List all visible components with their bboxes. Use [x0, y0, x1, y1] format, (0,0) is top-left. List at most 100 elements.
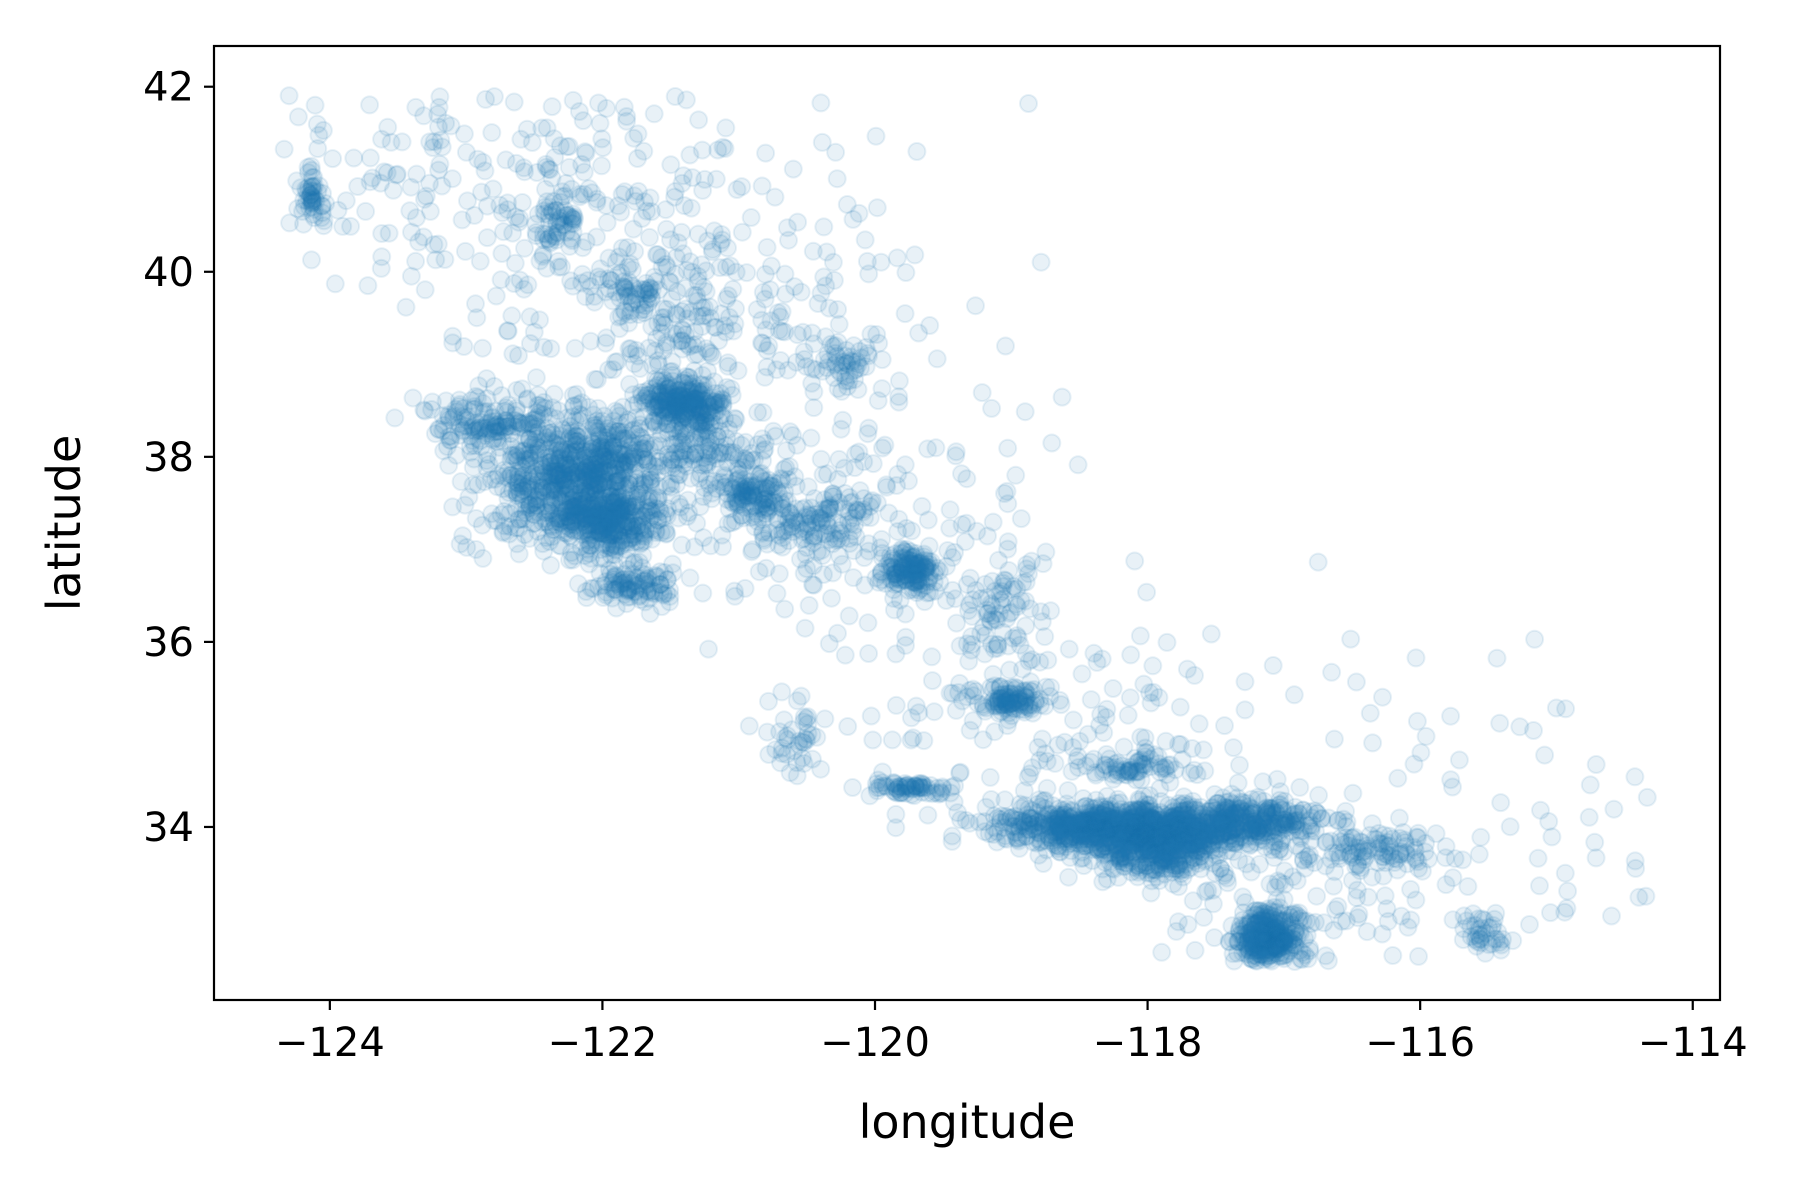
- data-point: [459, 487, 479, 507]
- data-point: [580, 526, 600, 546]
- data-point: [562, 490, 582, 510]
- data-point: [466, 540, 486, 559]
- data-point: [566, 446, 586, 465]
- data-point: [432, 137, 452, 157]
- data-point: [619, 474, 639, 494]
- data-point: [446, 445, 466, 465]
- data-point: [578, 454, 598, 474]
- data-point: [520, 495, 540, 515]
- data-point: [512, 500, 532, 520]
- data-point: [477, 228, 497, 248]
- data-point: [628, 509, 648, 529]
- data-point: [607, 535, 627, 555]
- data-point: [606, 471, 626, 491]
- data-point: [569, 491, 589, 510]
- data-point: [527, 417, 546, 436]
- data-point: [588, 466, 608, 486]
- data-point: [559, 429, 579, 448]
- data-point: [492, 244, 512, 263]
- data-point: [507, 483, 527, 503]
- data-point: [594, 439, 614, 458]
- data-point: [546, 480, 566, 500]
- data-point: [640, 417, 660, 437]
- data-point: [587, 411, 607, 431]
- data-point: [325, 274, 345, 294]
- data-point: [464, 449, 484, 469]
- data-point: [578, 531, 598, 551]
- data-point: [826, 142, 846, 162]
- data-point: [575, 454, 595, 473]
- data-point: [565, 506, 585, 525]
- data-point: [546, 515, 566, 535]
- data-point: [783, 159, 803, 179]
- data-point: [552, 486, 572, 506]
- data-point: [616, 496, 636, 516]
- data-point: [568, 432, 588, 451]
- data-point: [473, 152, 493, 172]
- data-point: [520, 429, 539, 448]
- data-point: [560, 458, 580, 478]
- data-point: [523, 514, 543, 534]
- data-point: [607, 471, 627, 490]
- data-point: [575, 471, 595, 491]
- data-point: [449, 390, 469, 410]
- data-point: [575, 546, 595, 566]
- data-point: [478, 445, 498, 465]
- data-point: [574, 162, 594, 182]
- data-point: [609, 449, 629, 469]
- data-point: [578, 441, 598, 461]
- data-point: [597, 454, 617, 474]
- data-point: [529, 490, 549, 510]
- data-point: [539, 439, 559, 459]
- data-point: [631, 475, 651, 495]
- data-point: [560, 458, 580, 478]
- data-point: [518, 476, 538, 496]
- data-point: [558, 507, 578, 527]
- data-point: [579, 484, 599, 504]
- data-point: [557, 423, 576, 443]
- data-point: [402, 222, 421, 242]
- data-point: [520, 448, 540, 468]
- data-point: [509, 509, 529, 529]
- data-point: [522, 446, 542, 466]
- data-point: [907, 142, 927, 161]
- data-point: [759, 691, 778, 711]
- data-point: [614, 463, 634, 483]
- data-point: [592, 156, 612, 176]
- data-point: [561, 446, 581, 466]
- data-point: [344, 148, 364, 168]
- data-point: [547, 440, 567, 460]
- data-point: [487, 477, 507, 497]
- data-point: [570, 424, 589, 443]
- data-point: [566, 426, 586, 446]
- data-point: [617, 453, 637, 473]
- data-point: [1248, 790, 1268, 810]
- data-point: [520, 449, 540, 468]
- data-point: [592, 501, 612, 521]
- data-point: [501, 450, 521, 470]
- data-point: [866, 126, 886, 146]
- data-point: [561, 515, 581, 535]
- data-point: [607, 422, 627, 442]
- data-point: [507, 446, 527, 466]
- data-point: [489, 421, 509, 441]
- data-point: [535, 448, 555, 468]
- data-point: [493, 431, 513, 451]
- data-point: [596, 450, 616, 469]
- data-point: [554, 519, 573, 539]
- data-point: [553, 419, 573, 439]
- data-point: [550, 512, 570, 532]
- data-point: [567, 463, 587, 482]
- data-point: [796, 729, 815, 749]
- data-point: [556, 484, 576, 504]
- data-point: [611, 470, 630, 490]
- data-point: [555, 475, 575, 495]
- data-point: [485, 469, 505, 489]
- data-point: [565, 463, 585, 483]
- data-point: [595, 504, 615, 524]
- data-point: [520, 496, 540, 515]
- data-point: [495, 420, 515, 440]
- data-point: [635, 433, 655, 453]
- data-point: [612, 439, 631, 459]
- data-point: [430, 87, 450, 107]
